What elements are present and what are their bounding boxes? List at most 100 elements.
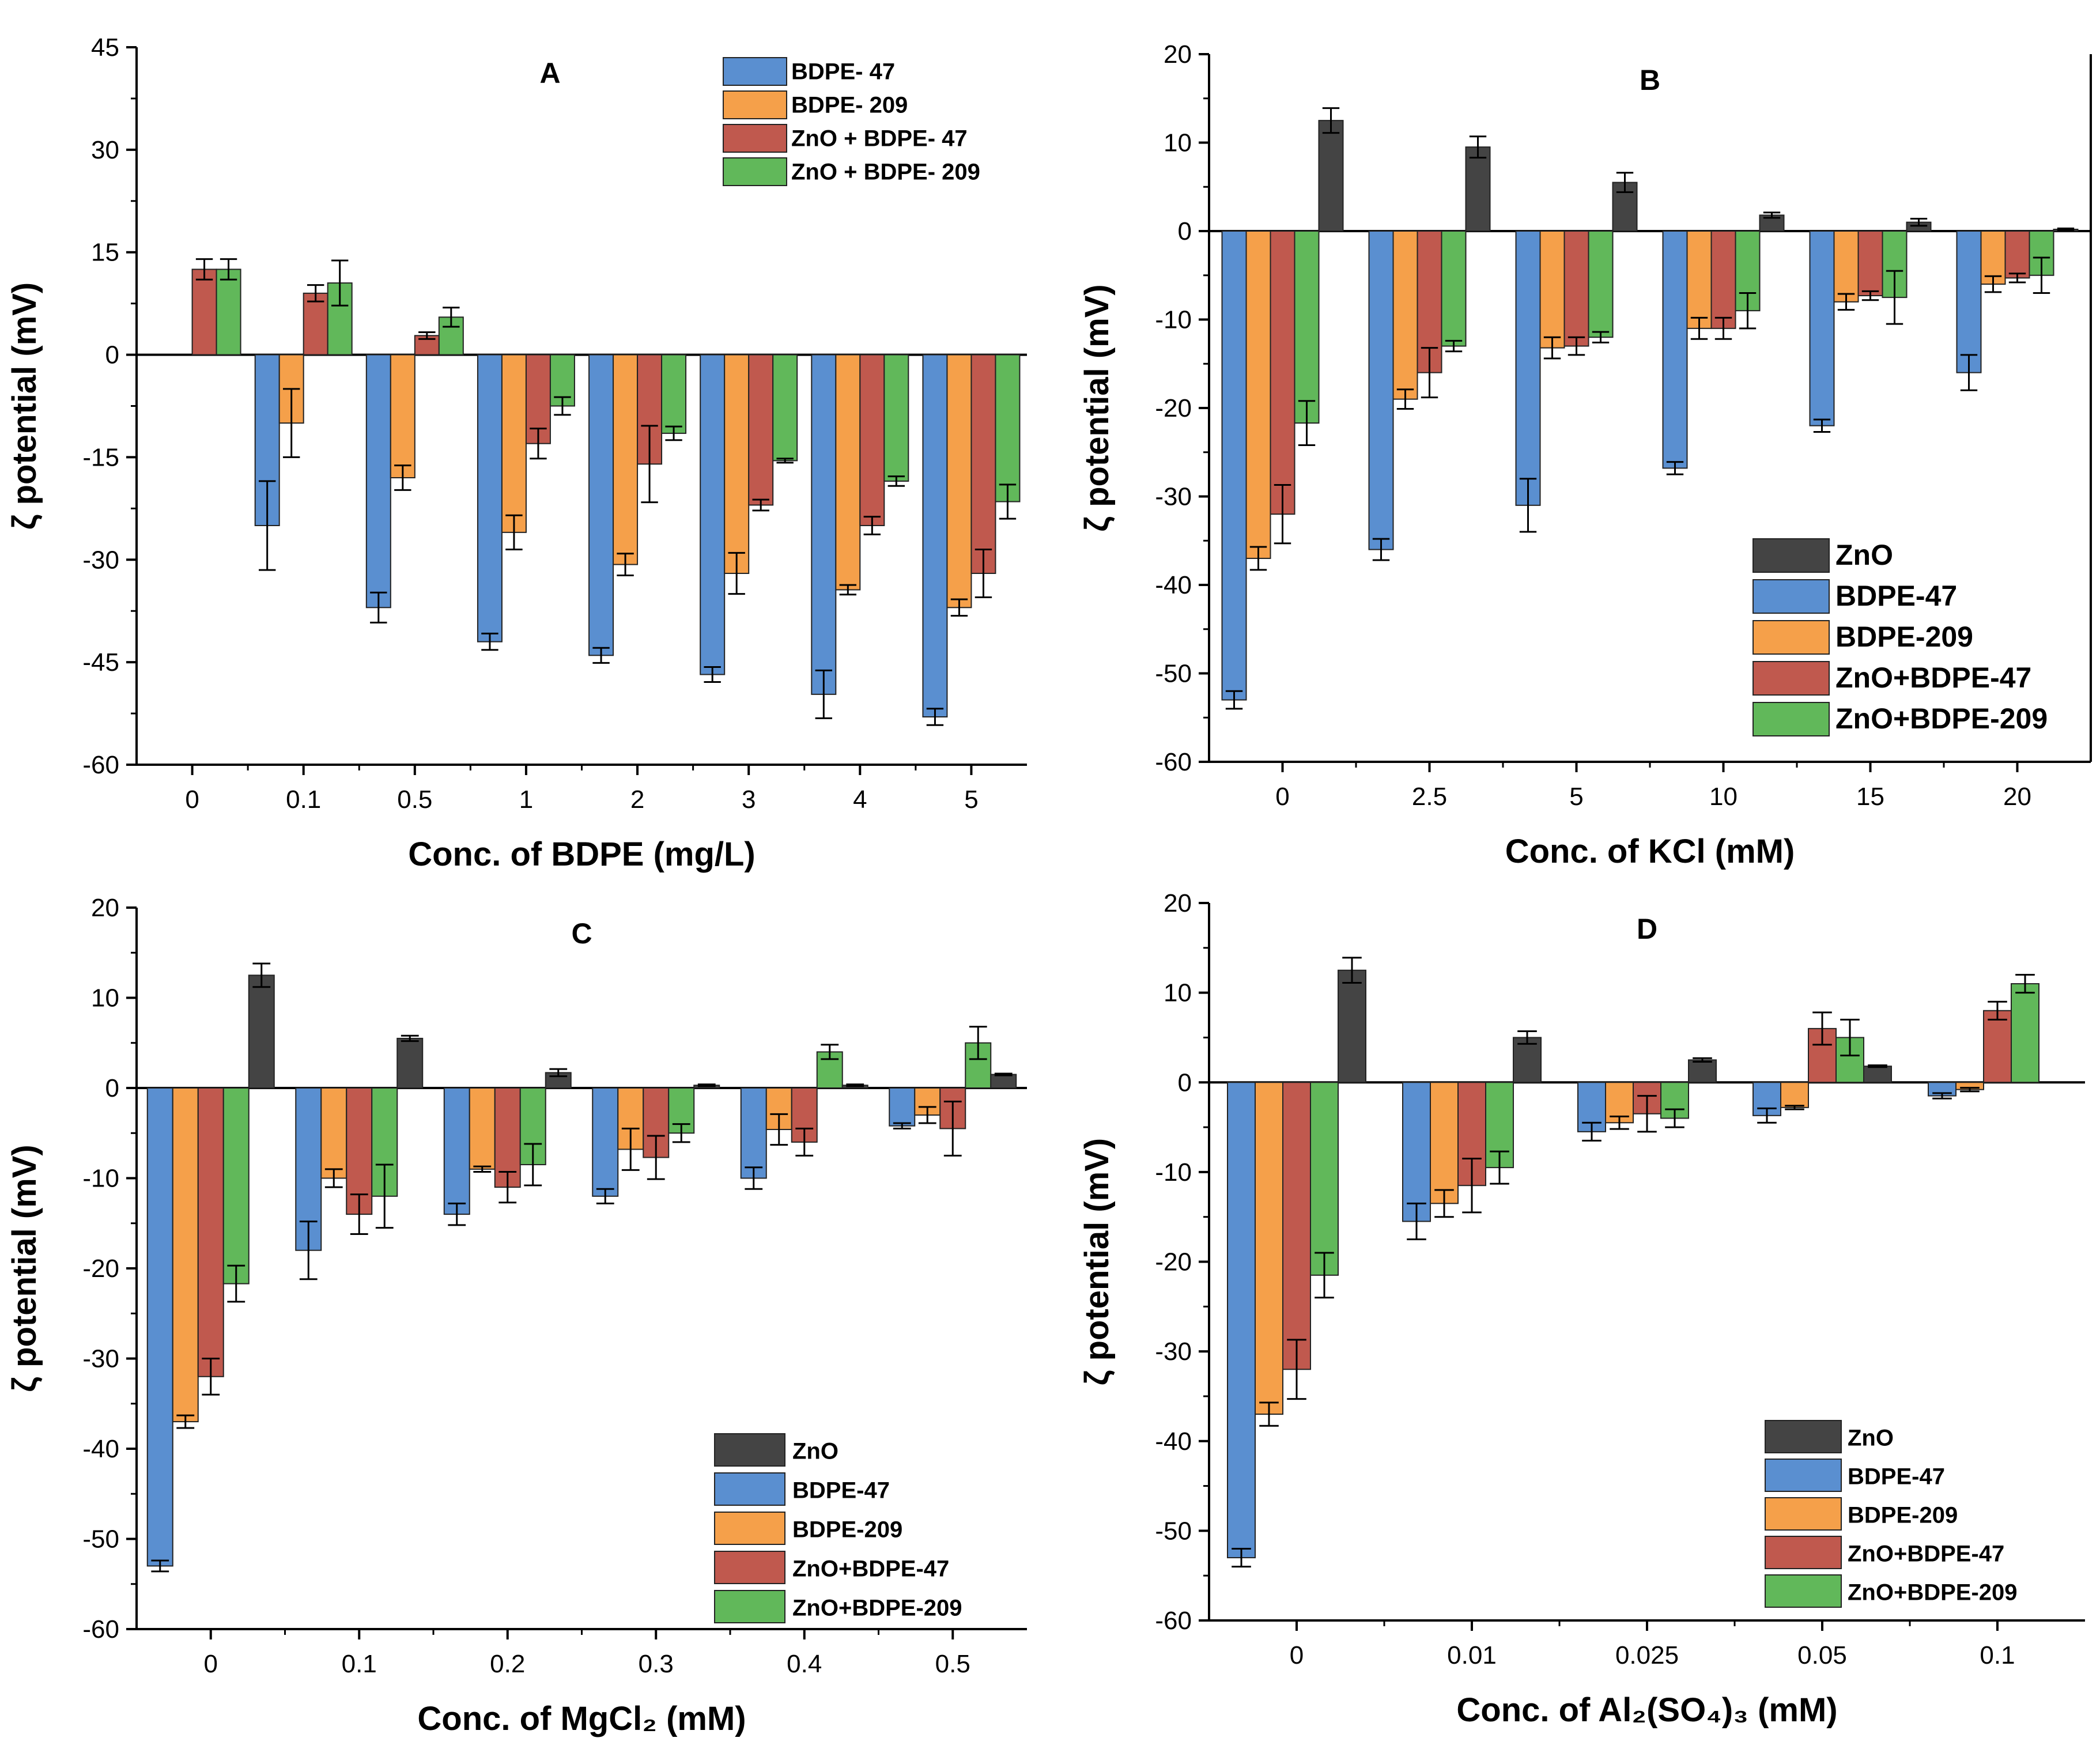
- bar-bdpe-47-2: [588, 354, 614, 656]
- legend-swatch-zno-bdpe-209: [723, 157, 787, 186]
- bar-bdpe-209-15: [1833, 231, 1859, 303]
- bar-zno-0.05: [1863, 1066, 1892, 1083]
- bar-bdpe-47-0.01: [1402, 1082, 1431, 1222]
- bar-zno-bdpe-47-0: [191, 269, 217, 356]
- y-tick-label: -40: [82, 1435, 119, 1463]
- bar-zno-bdpe-209-2: [661, 354, 687, 434]
- panel-title: B: [1640, 64, 1660, 96]
- y-tick-label: -50: [1155, 1517, 1192, 1545]
- x-tick-label: 0.5: [935, 1650, 970, 1678]
- legend-swatch-zno-bdpe-209: [1765, 1574, 1842, 1608]
- x-tick-label: 0.1: [342, 1650, 377, 1678]
- bar-bdpe-209-0.01: [1430, 1082, 1459, 1204]
- legend-swatch-bdpe-47: [1765, 1459, 1842, 1492]
- y-tick-label: 0: [1178, 1068, 1192, 1097]
- x-axis-label: Conc. of MgCl₂ (mM): [417, 1700, 746, 1737]
- x-tick-label: 20: [2003, 783, 2031, 811]
- y-tick-label: 10: [1164, 979, 1192, 1007]
- y-tick-label: -60: [82, 751, 119, 779]
- legend-label: ZnO: [1848, 1426, 1894, 1451]
- bar-zno-bdpe-209-0.1: [2011, 983, 2039, 1083]
- legend-label: BDPE-209: [1835, 621, 1973, 653]
- bar-zno-bdpe-47-0: [1282, 1082, 1311, 1370]
- legend-label: ZnO + BDPE- 209: [791, 159, 980, 184]
- y-tick-label: -40: [1155, 571, 1192, 599]
- bar-bdpe-47-2.5: [1368, 231, 1394, 550]
- x-tick-label: 0.2: [490, 1650, 525, 1678]
- legend-swatch-zno: [1752, 538, 1830, 573]
- x-axis-label: Conc. of BDPE (mg/L): [408, 836, 756, 873]
- panel-title: A: [539, 57, 560, 89]
- bar-bdpe-209-2.5: [1392, 231, 1418, 400]
- chart-panel-c: 20 10 0 -10 -20 -30 -40 -50 -60 0 0.1 0.2 0.3 0.4 0.5 C…: [6, 894, 1027, 1737]
- bar-bdpe-47-0: [1221, 231, 1247, 701]
- legend-label: BDPE-47: [792, 1478, 890, 1503]
- bar-bdpe-47-0.4: [740, 1087, 767, 1179]
- legend-swatch-zno: [714, 1433, 785, 1467]
- legend-swatch-bdpe-209: [1765, 1497, 1842, 1531]
- y-tick-label: -30: [82, 1345, 119, 1373]
- bar-bdpe-47-0: [146, 1087, 173, 1567]
- bar-zno-bdpe-47-10: [1710, 231, 1736, 329]
- legend-label: ZnO+BDPE-47: [1835, 662, 2031, 694]
- legend-label: ZnO: [1835, 539, 1893, 571]
- bar-zno-bdpe-209-0: [1310, 1082, 1339, 1276]
- x-tick-label: 10: [1709, 783, 1738, 811]
- bar-zno-bdpe-209-0: [1294, 231, 1320, 424]
- y-tick-label: -50: [1155, 660, 1192, 688]
- chart-panel-b: 20 10 0 -10 -20 -30 -40 -50 -60 0 2.5 5 10 15 20 Bζ pot…: [1078, 40, 2092, 870]
- legend-label: ZnO+BDPE-47: [792, 1556, 949, 1582]
- bar-bdpe-209-3: [724, 354, 750, 574]
- y-tick-label: -60: [1155, 1607, 1192, 1635]
- y-axis-label: ζ potential (mV): [6, 282, 43, 530]
- y-tick-label: -10: [1155, 306, 1192, 334]
- y-tick-label: 0: [105, 341, 119, 369]
- y-tick-label: 20: [1164, 889, 1192, 917]
- x-tick-label: 0: [1290, 1641, 1304, 1669]
- bar-zno-bdpe-47-5: [970, 354, 996, 574]
- bar-bdpe-47-4: [811, 354, 837, 695]
- y-tick-label: -20: [1155, 1248, 1192, 1276]
- legend-swatch-bdpe-47: [1752, 579, 1830, 614]
- y-tick-label: -30: [1155, 1338, 1192, 1366]
- x-tick-label: 5: [1569, 783, 1583, 811]
- x-tick-label: 15: [1856, 783, 1884, 811]
- bar-bdpe-209-0.05: [1780, 1082, 1809, 1108]
- bar-bdpe-47-0: [1227, 1082, 1256, 1559]
- legend-swatch-zno-bdpe-47: [714, 1551, 785, 1584]
- y-tick-label: 20: [91, 894, 119, 922]
- legend-swatch-zno-bdpe-47: [723, 124, 787, 153]
- bar-zno-bdpe-209-2.5: [1441, 231, 1467, 347]
- bar-bdpe-209-0.5: [390, 354, 416, 478]
- y-tick-label: -60: [82, 1615, 119, 1644]
- bar-zno-bdpe-47-0: [197, 1087, 224, 1377]
- legend-swatch-zno-bdpe-47: [1752, 661, 1830, 696]
- legend-label: ZnO+BDPE-209: [792, 1596, 962, 1621]
- bar-zno-bdpe-209-0.4: [816, 1051, 843, 1089]
- y-tick-label: 10: [1164, 129, 1192, 157]
- bar-zno-bdpe-47-15: [1857, 231, 1883, 297]
- bar-zno-2.5: [1465, 146, 1491, 232]
- legend-d: ZnO BDPE-47 BDPE-209 ZnO+BDPE-47 ZnO+BDPE-20…: [1765, 1420, 2018, 1608]
- bar-bdpe-47-20: [1956, 231, 1982, 373]
- bar-zno-bdpe-47-0.1: [1983, 1010, 2012, 1083]
- bar-bdpe-47-3: [700, 354, 726, 675]
- bar-bdpe-209-0.2: [469, 1087, 496, 1170]
- bar-zno-bdpe-47-4: [859, 354, 885, 526]
- bar-bdpe-47-0.2: [443, 1087, 470, 1215]
- legend-label: ZnO + BDPE- 47: [791, 126, 968, 151]
- bar-zno-0: [1338, 969, 1366, 1083]
- y-tick-label: -15: [82, 443, 119, 471]
- y-tick-label: -10: [82, 1165, 119, 1193]
- bar-zno-bdpe-47-0.1: [303, 292, 328, 356]
- x-tick-label: 1: [519, 785, 533, 814]
- legend-swatch-bdpe-47: [714, 1472, 785, 1506]
- bar-zno-bdpe-209-4: [883, 354, 909, 482]
- panel-title: C: [571, 917, 592, 950]
- y-axis-label: ζ potential (mV): [1078, 1138, 1116, 1385]
- bar-zno-bdpe-209-3: [772, 354, 798, 462]
- bar-zno-0: [1318, 120, 1344, 232]
- y-axis-label: ζ potential (mV): [6, 1144, 43, 1392]
- bar-zno-bdpe-209-10: [1735, 231, 1761, 312]
